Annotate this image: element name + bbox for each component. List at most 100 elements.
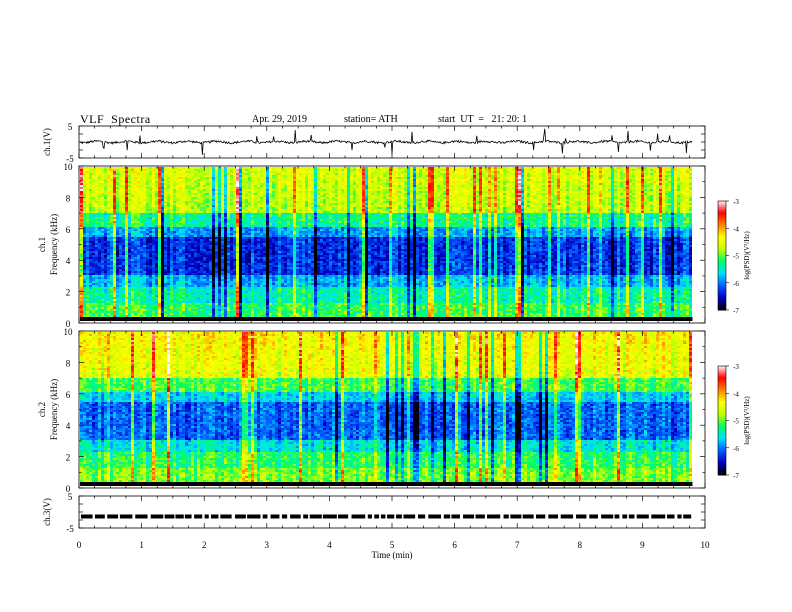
ch1-spectrogram-cell [632,275,635,277]
ch1-spectrogram-cell [659,293,662,295]
ch1-spectrogram-cell [236,279,239,281]
ch1-spectrogram-cell [449,315,452,317]
ch1-spectrogram-cell [92,301,95,303]
ch1-spectrogram-cell [188,299,191,301]
ch1-spectrogram-cell [488,279,491,281]
ch1-spectrogram-cell [80,273,83,275]
ch1-spectrogram-cell [476,297,479,299]
ch1-spectrogram-cell [563,313,566,315]
ch1-spectrogram-cell [455,305,458,307]
ch1-spectrogram-cell [239,273,242,275]
ch1-spectrogram-cell [236,307,239,309]
ch1-spectrogram-cell [494,315,497,317]
ch1-spectrogram-cell [629,309,632,311]
ch1-spectrogram-cell [455,283,458,285]
ch1-spectrogram-cell [179,311,182,313]
ch1-spectrogram-cell [125,305,128,307]
ch1-spectrogram-cell [629,291,632,293]
ch1-spectrogram-cell [107,275,110,277]
ch1-spectrogram-cell [101,315,104,317]
ch1-spectrogram-cell [110,313,113,315]
ch1-spectrogram-cell [338,277,341,279]
ch1-spectrogram-cell [623,295,626,297]
ch1-spectrogram-cell [440,283,443,285]
ch1-spectrogram-cell [305,289,308,291]
ch1-spectrogram-cell [242,295,245,297]
ch1-spectrogram-cell [329,301,332,303]
ch1-spectrogram-cell [383,311,386,313]
ch1-spectrogram-cell [230,315,233,317]
ch1-spectrogram-cell [341,299,344,301]
ch1-spectrogram-cell [251,299,254,301]
ch1-spectrogram-cell [650,303,653,305]
ch1-spectrogram-cell [218,303,221,305]
ch1-spectrogram-cell [215,289,218,291]
ch1-spectrogram-cell [671,311,674,313]
ch1-spectrogram-cell [515,295,518,297]
ch1-spectrogram-cell [80,287,83,289]
ch1-spectrogram-cell [317,285,320,287]
ch1-spectrogram-cell [386,291,389,293]
ch1-spectrogram-cell [434,279,437,281]
ch1-spectrogram-cell [275,305,278,307]
ch1-spectrogram-cell [242,293,245,295]
ch1-spectrogram-cell [245,283,248,285]
ch1-spectrogram-cell [653,293,656,295]
ch1-spectrogram-cell [287,313,290,315]
ch1-spectrogram-cell [110,299,113,301]
ch1-spectrogram-cell [485,281,488,283]
ch1-spectrogram-cell [224,309,227,311]
ch1-spectrogram-cell [446,277,449,279]
ch1-spectrogram-cell [467,285,470,287]
ch1-spectrogram-cell [626,299,629,301]
ch1-spectrogram-cell [260,293,263,295]
ch1-spectrogram-cell [569,285,572,287]
ch1-spectrogram-cell [464,307,467,309]
ch1-spectrogram-cell [137,277,140,279]
ch1-spectrogram-cell [239,301,242,303]
ch1-spectrogram-cell [449,285,452,287]
ch1-spectrogram-cell [500,293,503,295]
ch1-spectrogram-cell [599,281,602,283]
ch1-spectrogram-cell [104,285,107,287]
ch1-spectrogram-cell [524,283,527,285]
ch1-spectrogram-cell [611,309,614,311]
ch1-spectrogram-cell [152,313,155,315]
ch1-spectrogram-cell [650,285,653,287]
ch1-spectrogram-cell [470,279,473,281]
ch1-spectrogram-cell [401,281,404,283]
ch1-spectrogram-cell [545,307,548,309]
ch1-spectrogram-cell [80,303,83,305]
ch1-spectrogram-cell [191,277,194,279]
ch1-spectrogram-cell [407,309,410,311]
ch1-spectrogram-cell [311,281,314,283]
ch1-spectrogram-cell [368,299,371,301]
ch1-spectrogram-cell [575,281,578,283]
ch1-spectrogram-cell [182,291,185,293]
ch1-spectrogram-cell [491,281,494,283]
ch1-spectrogram-cell [392,275,395,277]
ch1-spectrogram-cell [434,273,437,275]
ch1-spectrogram-cell [389,275,392,277]
ch1-spectrogram-cell [434,313,437,315]
ch1-spectrogram-cell [107,289,110,291]
ch1-spectrogram-cell [191,311,194,313]
ch1-spectrogram-cell [548,273,551,275]
ch1-spectrogram-cell [467,309,470,311]
ch1-spectrogram-cell [497,283,500,285]
ch1-spectrogram-cell [245,313,248,315]
ch1-spectrogram-cell [608,307,611,309]
ch1-spectrogram-cell [131,295,134,297]
ch1-spectrogram-cell [320,315,323,317]
ch1-spectrogram-cell [521,283,524,285]
ch1-spectrogram-cell [449,279,452,281]
ch1-spectrogram-cell [362,289,365,291]
ch1-spectrogram-cell [413,299,416,301]
ch1-spectrogram-cell [170,273,173,275]
ch1-spectrogram-cell [218,285,221,287]
ch1-spectrogram-cell [686,297,689,299]
ch1-spectrogram-cell [131,273,134,275]
ch1-spectrogram-cell [221,281,224,283]
ch1-spectrogram-cell [542,315,545,317]
ch1-spectrogram-cell [602,279,605,281]
